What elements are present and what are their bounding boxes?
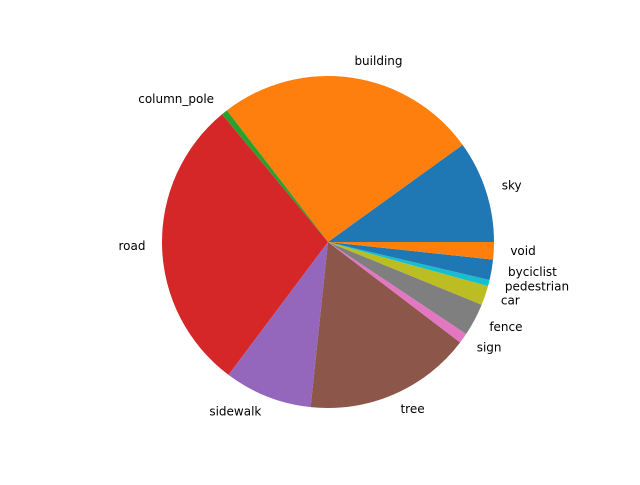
pie-slice-pedestrian <box>328 242 490 287</box>
pie-slice-sidewalk <box>228 242 328 408</box>
pie-label-tree: tree <box>400 402 424 416</box>
pie-label-sidewalk: sidewalk <box>209 405 261 419</box>
pie-slice-tree <box>310 242 461 408</box>
pie-slice-sign <box>328 242 467 343</box>
pie-slice-void <box>328 242 494 260</box>
pie-label-building: building <box>354 54 402 68</box>
pie-slice-building <box>226 75 463 242</box>
pie-label-fence: fence <box>489 320 522 334</box>
pie-slice-fence <box>328 242 482 335</box>
pie-label-void: void <box>510 244 535 258</box>
pie-label-sky: sky <box>502 178 522 192</box>
pie-slice-sky <box>328 144 494 242</box>
pie-slice-byciclist <box>328 242 494 281</box>
pie-slices <box>162 75 494 408</box>
pie-label-car: car <box>501 293 520 307</box>
pie-label-road: road <box>118 239 145 253</box>
pie-slice-car <box>328 242 489 305</box>
pie-slice-road <box>162 114 328 375</box>
pie-label-column-pole: column_pole <box>138 92 214 106</box>
pie-slice-column-pole <box>222 110 328 243</box>
pie-label-sign: sign <box>477 340 502 354</box>
pie-label-pedestrian: pedestrian <box>505 280 569 294</box>
pie-label-byciclist: byciclist <box>508 265 557 279</box>
